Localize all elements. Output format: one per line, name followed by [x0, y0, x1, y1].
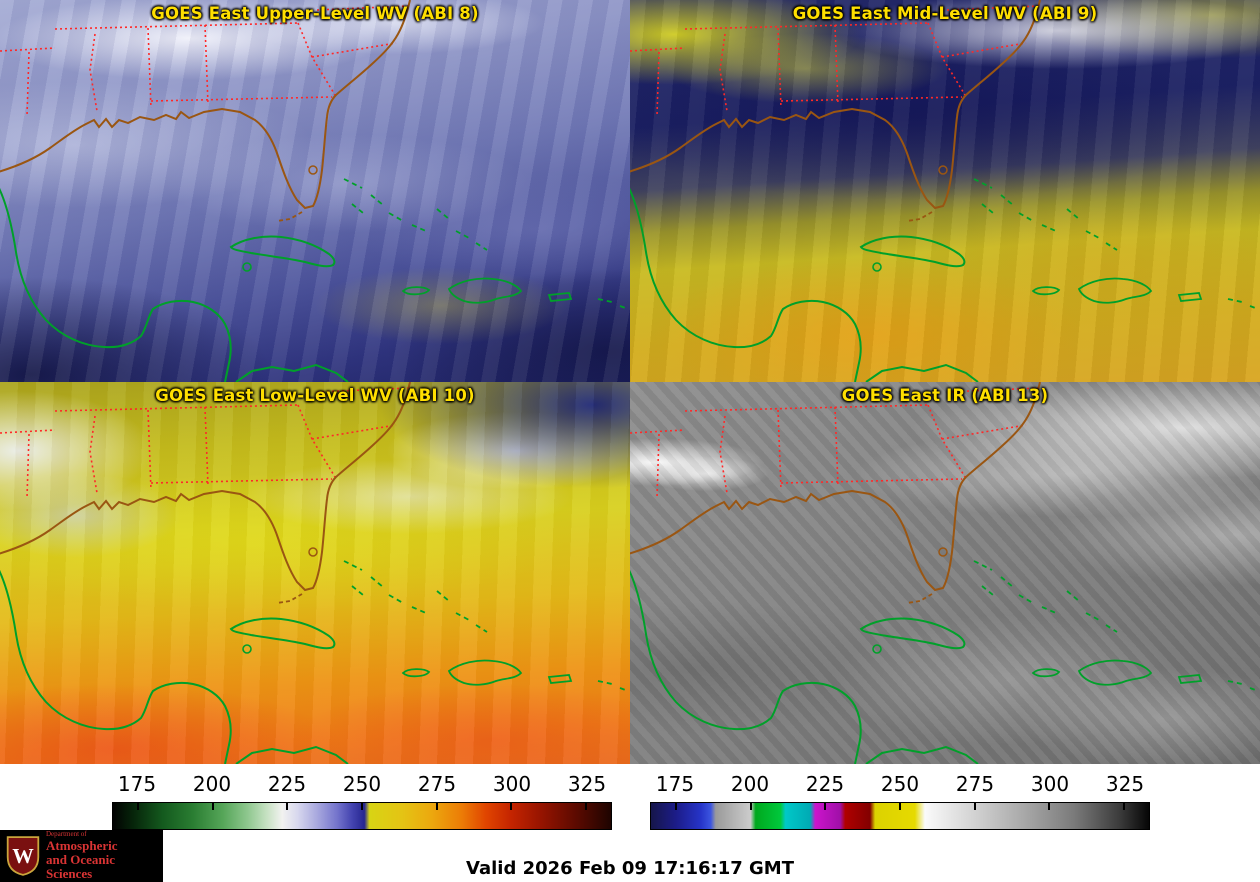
panel-ir: GOES East IR (ABI 13): [630, 382, 1260, 764]
ir-tickmark: [973, 803, 976, 810]
panel-title-abi13: GOES East IR (ABI 13): [841, 386, 1049, 405]
wv-tick-label: 300: [492, 772, 532, 796]
ir-tickmark: [1123, 803, 1126, 810]
wv-tickmark: [361, 803, 363, 810]
panel-mid-level-wv: GOES East Mid-Level WV (ABI 9): [630, 0, 1260, 382]
ir-tickmark: [674, 803, 677, 810]
ir-tick-label: 325: [1105, 772, 1145, 796]
ir-tick-label: 275: [955, 772, 995, 796]
satellite-imagery-abi10: [0, 382, 630, 764]
map-overlay-abi10: [0, 382, 629, 764]
uw-crest-icon: W: [6, 836, 40, 876]
wv-tickmark: [510, 803, 513, 810]
wv-tickmark: [435, 803, 438, 810]
wv-tickmark: [286, 803, 289, 810]
wv-tick-label: 275: [417, 772, 457, 796]
map-overlay-abi8: [0, 0, 629, 382]
satellite-imagery-abi9: [630, 0, 1260, 382]
satellite-imagery-abi13: [630, 382, 1260, 764]
panel-low-level-wv: GOES East Low-Level WV (ABI 10): [0, 382, 630, 764]
ir-tick-label: 250: [880, 772, 920, 796]
bottom-strip: 175 200 225 250 275 300 325 175: [0, 764, 1260, 882]
uw-aos-logo: W Department of Atmospheric and Oceanic …: [0, 830, 163, 882]
wv-tickmark: [211, 803, 214, 810]
ir-colorbar-labels: 175 200 225 250 275 300 325: [650, 772, 1150, 798]
ir-tick-label: 225: [805, 772, 845, 796]
ir-tick-label: 175: [655, 772, 695, 796]
map-overlay-abi13: [630, 382, 1259, 764]
valid-timestamp: Valid 2026 Feb 09 17:16:17 GMT: [466, 858, 794, 879]
ir-colorbar-group: 175 200 225 250 275 300 325: [650, 772, 1150, 830]
satellite-imagery-abi8: [0, 0, 630, 382]
uw-aos-logo-text: Department of Atmospheric and Oceanic Sc…: [46, 831, 158, 881]
ir-tickmark: [899, 803, 901, 810]
ir-tick-label: 300: [1030, 772, 1070, 796]
wv-colorbar-group: 175 200 225 250 275 300 325: [112, 772, 612, 830]
wv-tick-label: 250: [342, 772, 382, 796]
ir-tickmark: [749, 803, 752, 810]
panel-title-abi10: GOES East Low-Level WV (ABI 10): [155, 386, 475, 405]
panel-upper-level-wv: GOES East Upper-Level WV (ABI 8): [0, 0, 630, 382]
wv-colorbar-labels: 175 200 225 250 275 300 325: [112, 772, 612, 798]
satellite-panel-grid: GOES East Upper-Level WV (ABI 8) GOES Ea…: [0, 0, 1260, 764]
ir-tick-label: 200: [730, 772, 770, 796]
logo-line1-label: Atmospheric: [46, 837, 118, 853]
ir-tickmark: [824, 803, 827, 810]
ir-colorbar: [650, 802, 1150, 830]
svg-text:W: W: [12, 844, 34, 868]
logo-dept-label: Department of: [46, 830, 87, 839]
wv-tickmark: [585, 803, 588, 810]
panel-title-abi9: GOES East Mid-Level WV (ABI 9): [792, 4, 1098, 23]
wv-tick-label: 175: [117, 772, 157, 796]
wv-tick-label: 200: [192, 772, 232, 796]
map-overlay-abi9: [630, 0, 1259, 382]
wv-tickmark: [136, 803, 139, 810]
ir-tickmark: [1048, 803, 1051, 810]
wv-tick-label: 325: [567, 772, 607, 796]
logo-line2-label: and Oceanic Sciences: [46, 851, 115, 881]
wv-colorbar: [112, 802, 612, 830]
wv-tick-label: 225: [267, 772, 307, 796]
panel-title-abi8: GOES East Upper-Level WV (ABI 8): [151, 4, 479, 23]
